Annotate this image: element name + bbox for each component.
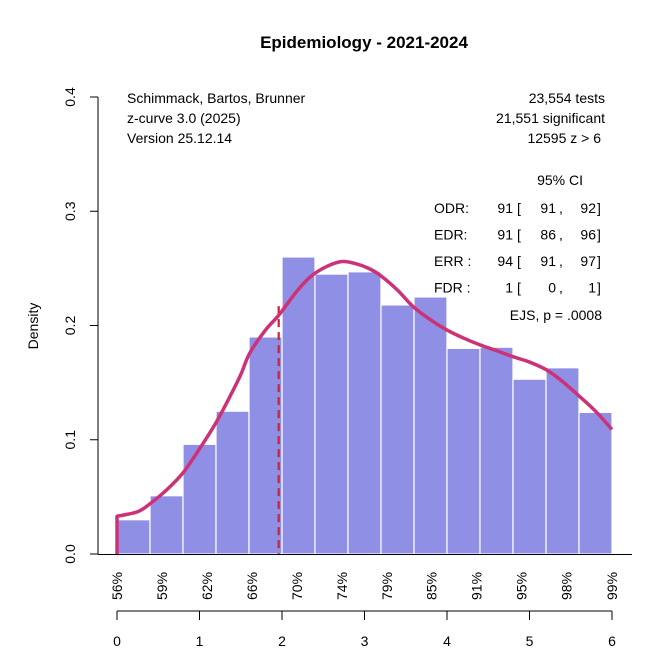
histogram-bar (182, 443, 217, 555)
histogram-bar (347, 271, 382, 555)
ci-row-lower: 91 (540, 200, 556, 216)
ci-row-upper: 92 (580, 200, 596, 216)
ci-table: 95% CI ODR: 91[91, 92]EDR: 91[86, 96]ERR :94… (434, 172, 601, 296)
y-tick-label: 0.4 (62, 87, 78, 107)
ci-row-label: FDR : (434, 280, 471, 296)
annotations-right: 23,554 tests 21,551 significant 12595 z … (496, 90, 605, 146)
annotation-significant: 21,551 significant (496, 110, 605, 126)
power-tick-label: 62% (199, 572, 215, 600)
power-tick-label: 85% (424, 572, 440, 600)
x-tick-label: 3 (361, 633, 369, 649)
histogram-bar (215, 410, 250, 555)
ejs-pvalue: EJS, p = .0008 (510, 307, 602, 323)
density-curve (115, 259, 614, 554)
power-tick-label: 99% (604, 572, 620, 600)
histogram-bars (116, 256, 613, 555)
power-tick-label: 74% (334, 572, 350, 600)
histogram-bar (446, 347, 481, 555)
histogram-bar (248, 336, 283, 555)
annotation-authors: Schimmack, Bartos, Brunner (127, 90, 306, 106)
ci-row-label: ODR: (434, 200, 469, 216)
power-tick-label: 56% (109, 572, 125, 600)
annotations-left: Schimmack, Bartos, Brunner z-curve 3.0 (… (127, 90, 306, 146)
histogram-bar (578, 411, 613, 555)
histogram-bar (149, 495, 184, 555)
x-tick-label: 0 (113, 633, 121, 649)
ci-row-label: EDR: (434, 227, 467, 243)
histogram-bar (314, 273, 349, 555)
chart-title: Epidemiology - 2021-2024 (260, 33, 468, 52)
y-tick-label: 0.3 (62, 201, 78, 221)
ci-row-lower: 0 (548, 280, 556, 296)
ci-row-bracket-close: ] (597, 280, 601, 296)
ci-row-upper: 97 (580, 253, 596, 269)
ci-row-bracket-close: ] (597, 227, 601, 243)
ci-header: 95% CI (537, 172, 583, 188)
ci-row-label: ERR : (434, 253, 471, 269)
power-tick-label: 95% (514, 572, 530, 600)
y-axis: 0.0 0.1 0.2 0.3 0.4 (62, 87, 632, 564)
annotation-version-name: z-curve 3.0 (2025) (127, 110, 241, 126)
ci-row-estimate: 91 (497, 200, 513, 216)
ci-row-bracket-close: ] (597, 253, 601, 269)
ci-row-lower: 91 (540, 253, 556, 269)
y-tick-label: 0.2 (62, 316, 78, 336)
ci-row-bracket-open: [ (517, 227, 521, 243)
x-tick-label: 5 (526, 633, 534, 649)
histogram-bar (479, 346, 514, 555)
ci-row-estimate: 1 (505, 280, 513, 296)
power-tick-label: 98% (559, 572, 575, 600)
power-tick-label: 79% (379, 572, 395, 600)
histogram-bar (116, 519, 151, 555)
ci-row-comma: , (559, 280, 563, 296)
ci-row-comma: , (559, 200, 563, 216)
x-tick-label: 4 (443, 633, 451, 649)
y-tick-label: 0.0 (62, 544, 78, 564)
annotation-version-number: Version 25.12.14 (127, 130, 232, 146)
ci-row-comma: , (559, 227, 563, 243)
ci-row-lower: 86 (540, 227, 556, 243)
annotation-z-gt-6: 12595 z > 6 (527, 130, 601, 146)
x-axis: 0 1 2 3 4 5 6 (113, 610, 616, 649)
power-tick-label: 66% (244, 572, 260, 600)
power-tick-label: 70% (289, 572, 305, 600)
power-tick-label: 91% (469, 572, 485, 600)
ci-row-bracket-open: [ (517, 200, 521, 216)
ci-row-estimate: 94 (497, 253, 513, 269)
y-tick-label: 0.1 (62, 430, 78, 450)
ci-row-bracket-close: ] (597, 200, 601, 216)
x-tick-label: 6 (608, 633, 616, 649)
ci-row-bracket-open: [ (517, 280, 521, 296)
ci-row-bracket-open: [ (517, 253, 521, 269)
power-axis-labels: 56% 59% 62% 66% 70% 74% 79% 85% 91% 95% 98% 99% (109, 572, 620, 600)
ci-row-upper: 1 (588, 280, 596, 296)
annotation-tests: 23,554 tests (529, 90, 605, 106)
histogram-bar (380, 304, 415, 555)
histogram-bar (413, 296, 448, 555)
ci-row-comma: , (559, 253, 563, 269)
density-curve-group (115, 259, 614, 554)
ci-row-estimate: 91 (497, 227, 513, 243)
power-tick-label: 59% (154, 572, 170, 600)
x-tick-label: 1 (196, 633, 204, 649)
ci-row-upper: 96 (580, 227, 596, 243)
histogram-bar (545, 367, 580, 555)
y-axis-label: Density (25, 303, 41, 350)
x-tick-label: 2 (278, 633, 286, 649)
histogram-bar (512, 378, 547, 555)
